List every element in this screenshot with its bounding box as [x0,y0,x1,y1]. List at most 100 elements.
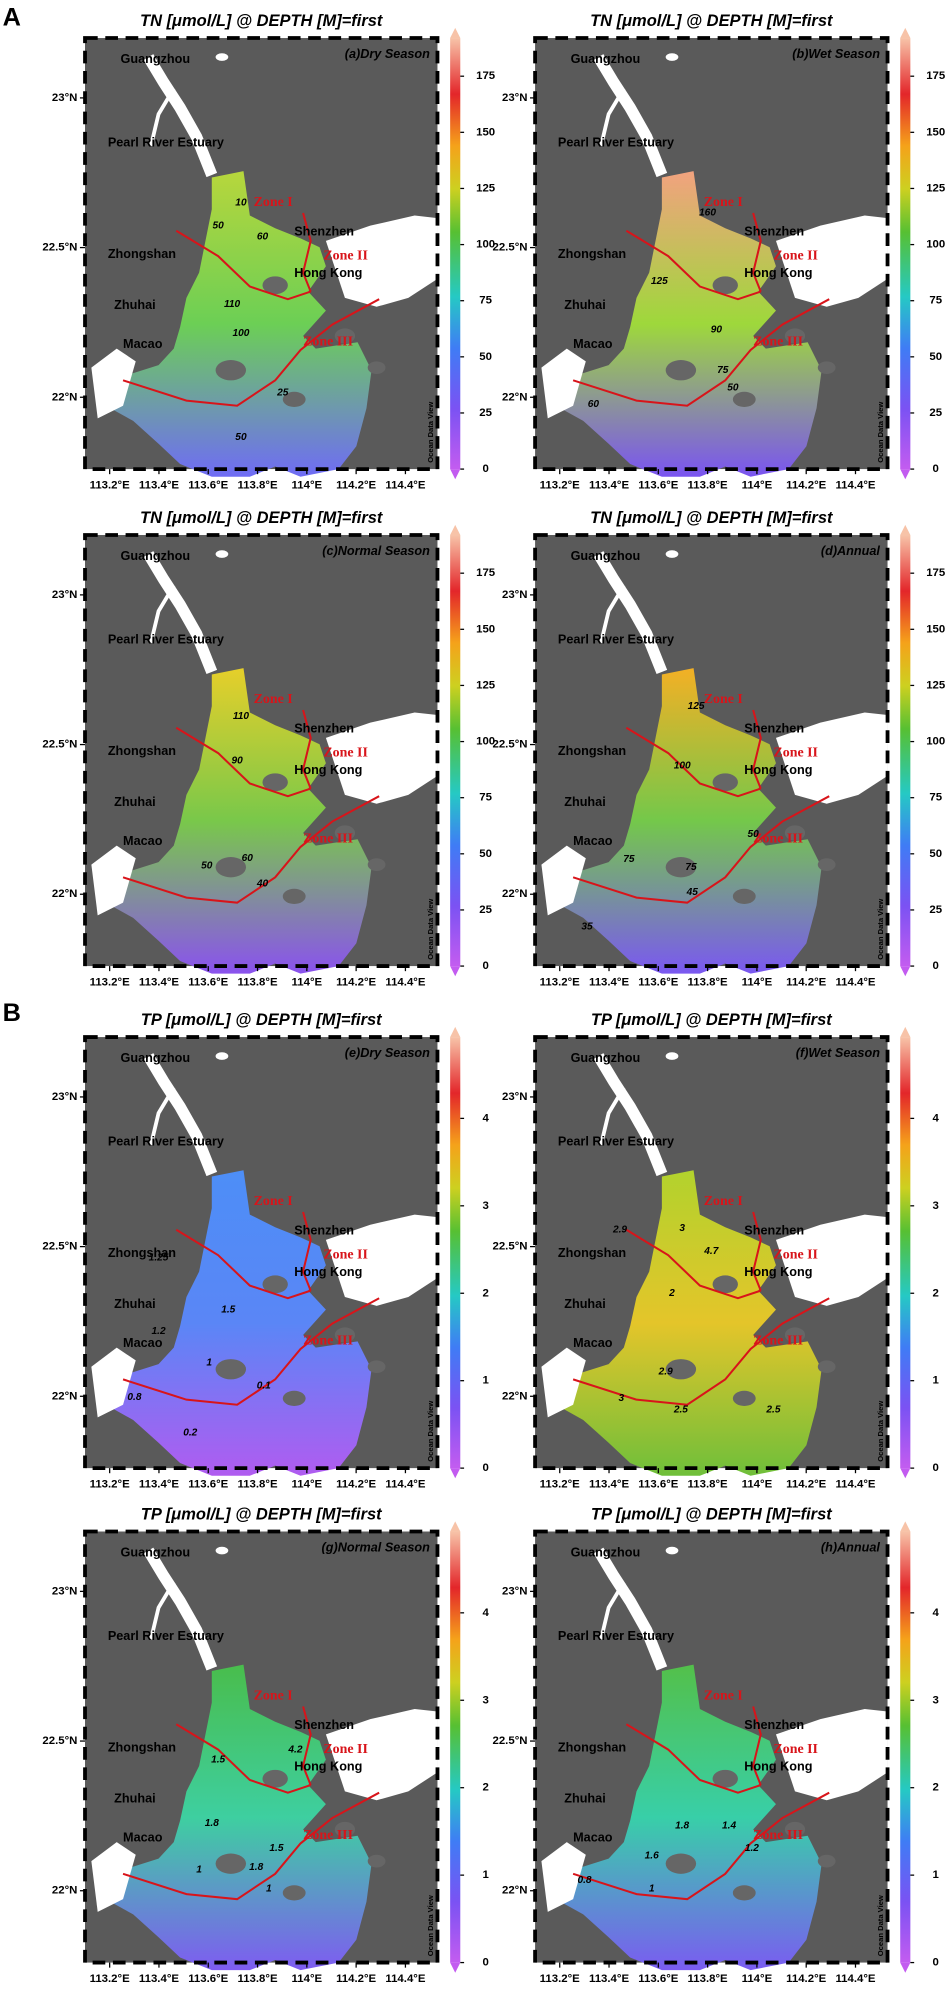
place-label: Pearl River Estuary [558,136,674,150]
x-tick-label: 114.4°E [385,480,425,492]
zone-boundary [175,1723,312,1794]
contour-label: 45 [686,887,699,898]
watermark: Ocean Data View [876,899,885,960]
colorbar-tick-label: 75 [479,295,492,307]
x-tick-label: 114°E [292,480,323,492]
place-label: Guangzhou [121,1051,191,1065]
colorbar [450,535,461,967]
x-tick-label: 113.4°E [139,1479,179,1491]
y-tick-label: 23°N [502,1091,528,1103]
map-frame [533,1035,890,1471]
place-label: Pearl River Estuary [108,633,224,647]
map-panel: TN [μmol/L] @ DEPTH [M]=first (a)Dry Seas… [42,12,495,492]
island [367,1854,386,1868]
island [817,1854,836,1868]
place-label: Pearl River Estuary [108,1629,224,1643]
zone-boundary [752,212,762,292]
zone-label: Zone I [704,1689,743,1704]
river [593,551,668,675]
zone-boundary [572,1297,830,1406]
contour-label: 1.4 [722,1820,736,1831]
no-data [91,845,136,916]
zone-boundary [625,1228,762,1300]
river [599,87,626,147]
place-label: Macao [573,834,613,848]
x-tick-label: 113.4°E [139,977,179,989]
map-frame [83,1035,440,1471]
no-data [541,845,586,916]
place-label: Guangzhou [571,549,641,563]
colorbar-tick-label: 50 [929,351,942,363]
zone-label: Zone III [303,1334,353,1349]
x-tick-label: 114.2°E [336,1479,376,1491]
colorbar-tick-label: 0 [482,1462,488,1474]
contour-label: 60 [588,399,600,410]
colorbar-tick-label: 0 [482,1957,488,1969]
x-tick-label: 113.2°E [540,1973,580,1985]
river [149,1581,176,1640]
no-data [775,1709,888,1801]
colorbar-tick-label: 0 [482,463,488,475]
zone-boundary [302,709,312,789]
place-label: Pearl River Estuary [558,1629,674,1643]
y-tick-label: 22°N [502,391,528,403]
y-tick-label: 22.5°N [42,1735,77,1747]
contour-label: 40 [256,878,269,889]
x-tick-label: 113.8°E [237,480,277,492]
no-data [215,1052,229,1060]
place-label: Zhuhai [114,795,155,809]
island [262,1275,288,1294]
colorbar-tip [900,966,911,977]
x-tick-label: 113.4°E [589,1973,629,1985]
contour-label: 1.5 [211,1754,225,1765]
y-tick-label: 22°N [502,1390,528,1402]
contour-label: 2.5 [673,1404,688,1415]
island [282,391,306,407]
island [367,361,386,375]
zone-label: Zone I [254,195,293,210]
map-frame [83,533,440,968]
place-label: Zhongshan [558,247,626,261]
zone-boundary [752,1211,762,1292]
colorbar [900,38,911,470]
contour-label: 50 [748,829,760,840]
colorbar-tick-label: 150 [476,126,495,138]
colorbar-tick-label: 0 [933,463,939,475]
x-tick-label: 114°E [742,480,773,492]
colorbar-tip [900,469,911,480]
colorbar-tick-label: 0 [482,960,488,972]
x-tick-label: 113.6°E [188,480,228,492]
place-label: Shenzhen [744,1718,804,1732]
island [215,1359,247,1380]
zone-boundary [122,298,380,407]
map-frame [533,36,890,471]
x-tick-label: 113.4°E [589,1479,629,1491]
x-tick-label: 113.6°E [638,977,678,989]
island [784,328,806,344]
water-field [560,1170,822,1476]
water-field [110,668,372,974]
island [262,1769,288,1788]
zone-boundary [175,726,312,798]
island [367,1360,386,1374]
x-tick-label: 113.4°E [589,977,629,989]
panel-title: TN [μmol/L] @ DEPTH [M]=first [590,509,834,527]
x-tick-label: 113.4°E [139,1973,179,1985]
island [817,1360,836,1374]
contour-label: 1.8 [205,1818,219,1829]
contour-label: 50 [235,432,247,443]
zone-boundary [122,795,380,904]
watermark: Ocean Data View [426,402,435,463]
place-label: Pearl River Estuary [108,136,224,150]
colorbar-tick-label: 50 [929,848,942,860]
map-panel: TP [μmol/L] @ DEPTH [M]=first (f)Wet Seas… [492,1011,939,1491]
place-label: Zhongshan [558,1741,626,1755]
contour-label: 160 [699,208,716,219]
zone-label: Zone I [254,692,293,707]
place-label: Macao [573,1336,613,1350]
colorbar-tick-label: 75 [479,792,492,804]
x-tick-label: 114.4°E [835,1479,875,1491]
river [149,1086,176,1146]
zone-boundary [572,298,830,407]
